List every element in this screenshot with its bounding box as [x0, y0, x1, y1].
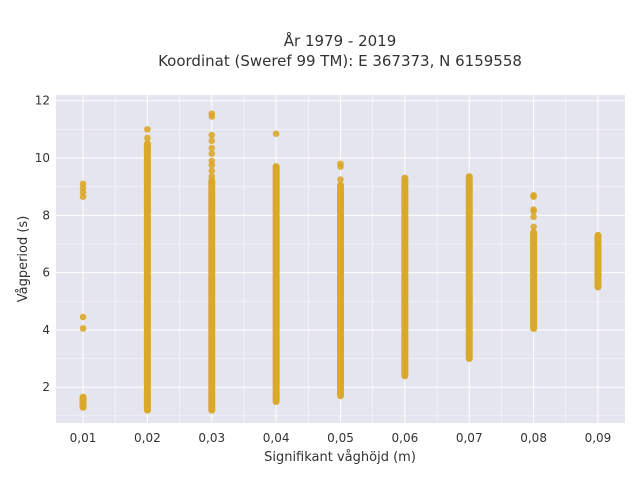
x-tick-label: 0,05: [327, 431, 354, 445]
data-point: [79, 180, 87, 188]
data-point: [208, 173, 216, 180]
data-point: [79, 325, 87, 332]
data-point: [337, 160, 344, 168]
chart-title-line-1: År 1979 - 2019: [284, 31, 397, 50]
data-point: [208, 137, 216, 145]
y-axis-title: Vågperiod (s): [16, 216, 31, 303]
y-tick-label: 10: [35, 151, 50, 165]
data-point: [208, 157, 216, 165]
y-tick-label: 4: [42, 323, 50, 337]
data-point: [208, 110, 216, 117]
data-point: [79, 313, 87, 321]
data-point: [337, 176, 344, 183]
x-tick-label: 0,03: [198, 431, 225, 445]
y-tick-label: 8: [42, 208, 50, 222]
x-tick-label: 0,06: [392, 431, 419, 445]
x-tick-label: 0,04: [263, 431, 290, 445]
y-tick-label: 6: [42, 266, 50, 280]
data-point: [530, 191, 537, 199]
x-tick-label: 0,07: [456, 431, 483, 445]
x-tick-label: 0,08: [520, 431, 547, 445]
data-point: [530, 213, 537, 221]
data-point: [208, 167, 216, 175]
chart-title-line-2: Koordinat (Sweref 99 TM): E 367373, N 61…: [158, 52, 522, 70]
tick-labels: 0,01 0,02 0,03 0,04 0,05 0,06 0,07 0,08 0,09 2 4 6 8…: [35, 94, 612, 445]
y-tick-label: 12: [35, 94, 50, 108]
x-axis-title: Signifikant våghöjd (m): [264, 450, 416, 465]
data-point: [272, 130, 280, 137]
x-tick-label: 0,09: [585, 431, 612, 445]
x-tick-label: 0,01: [70, 431, 97, 445]
data-point: [208, 131, 216, 139]
data-point: [144, 134, 151, 142]
x-tick-label: 0,02: [134, 431, 161, 445]
data-point: [208, 150, 216, 158]
y-tick-label: 2: [42, 380, 50, 394]
data-point: [530, 223, 537, 231]
data-point: [208, 144, 216, 152]
data-marks: [79, 110, 602, 414]
data-point: [144, 126, 151, 133]
data-point: [530, 206, 537, 213]
